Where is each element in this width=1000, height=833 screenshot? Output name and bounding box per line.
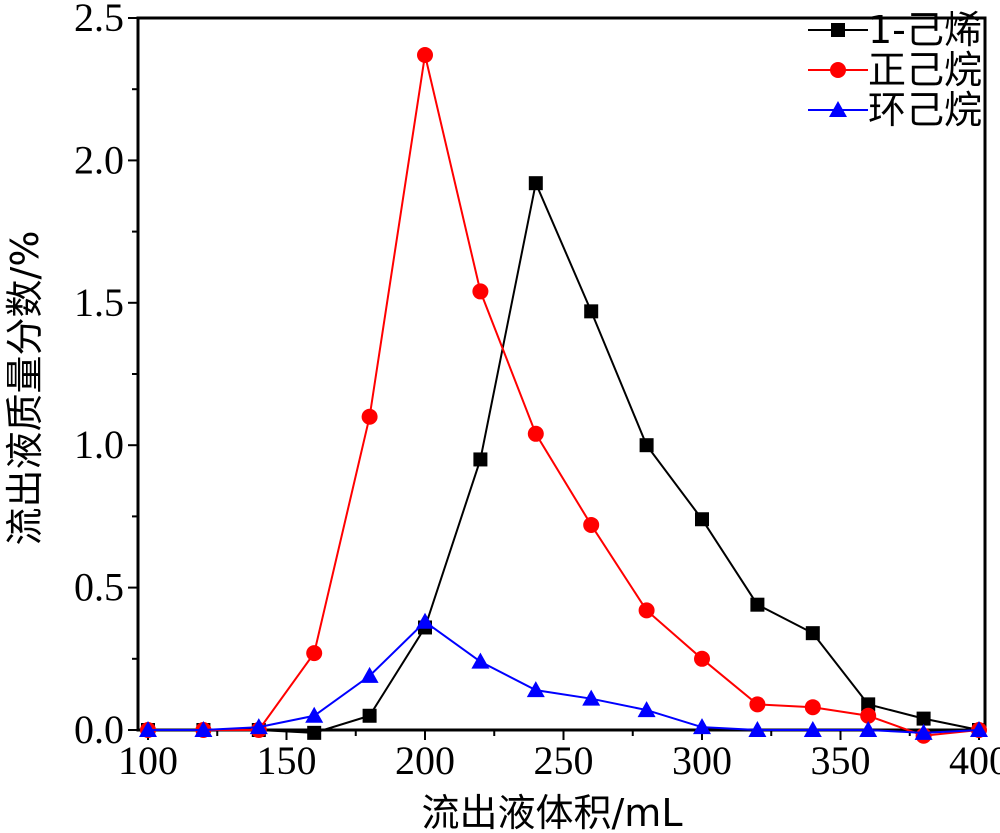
- data-point-square: [695, 512, 709, 527]
- data-point-circle: [583, 516, 600, 533]
- data-point-circle: [638, 602, 655, 619]
- data-point-triangle: [249, 718, 268, 735]
- data-point-triangle: [748, 721, 767, 737]
- data-point-square: [861, 697, 876, 712]
- x-tick-label: 350: [811, 738, 871, 783]
- data-point-triangle: [859, 721, 878, 737]
- data-point-triangle: [693, 718, 711, 735]
- data-point-square: [916, 711, 931, 726]
- x-tick-label: 200: [395, 738, 455, 783]
- data-point-circle: [417, 47, 433, 64]
- y-tick-label: 1.5: [74, 280, 124, 325]
- series-line-square: [148, 179, 980, 734]
- data-point-square: [307, 725, 322, 740]
- y-axis-title: 流出液质量分数/%: [3, 231, 47, 546]
- series-layer: [139, 47, 988, 744]
- series-line-triangle: [148, 620, 980, 734]
- plot-frame: [136, 16, 987, 732]
- data-point-triangle: [139, 721, 157, 737]
- y-tick-label: 1.0: [74, 422, 124, 467]
- x-tick-label: 100: [118, 738, 178, 783]
- data-point-square: [805, 626, 820, 641]
- data-point-triangle: [416, 612, 434, 629]
- data-point-square: [528, 176, 543, 191]
- data-point-square: [584, 304, 599, 319]
- data-point-circle: [306, 645, 323, 662]
- data-point-triangle: [637, 701, 656, 718]
- data-point-circle: [860, 707, 877, 724]
- x-axis-title: 流出液体积/mL: [422, 791, 683, 833]
- legend-marker-square: [831, 23, 845, 37]
- legend-label-circle: 正己烷: [868, 48, 982, 92]
- y-tick-label: 2.5: [74, 0, 124, 40]
- x-tick-label: 300: [672, 738, 732, 783]
- data-point-triangle: [582, 689, 601, 706]
- data-point-square: [362, 708, 377, 723]
- series-line-circle: [148, 54, 980, 737]
- data-point-square: [473, 452, 488, 467]
- data-point-triangle: [194, 721, 213, 737]
- data-point-circle: [472, 283, 489, 300]
- data-point-triangle: [305, 706, 324, 723]
- legend-marker-circle: [830, 62, 846, 78]
- axis-ticks: 100 150 200 250 300 350 400 0.0 0.5 1.0 1.5 2.0 2.5: [74, 0, 1000, 783]
- data-point-square: [639, 438, 654, 453]
- data-point-circle: [749, 696, 766, 713]
- data-point-triangle: [360, 666, 379, 683]
- data-point-triangle: [471, 652, 490, 669]
- series-square: [141, 176, 986, 740]
- data-point-triangle: [803, 721, 822, 737]
- data-point-circle: [527, 425, 544, 442]
- data-point-triangle: [914, 723, 933, 740]
- y-tick-label: 0.5: [74, 565, 124, 610]
- y-tick-label: 2.0: [74, 137, 124, 182]
- series-triangle: [139, 612, 988, 740]
- data-point-circle: [694, 650, 710, 667]
- legend-marker-triangle: [829, 101, 847, 117]
- y-tick-label: 0.0: [74, 707, 124, 752]
- x-tick-label: 150: [257, 738, 317, 783]
- data-point-circle: [361, 408, 378, 425]
- data-point-triangle: [970, 721, 988, 737]
- data-point-circle: [804, 699, 821, 716]
- legend-label-square: 1-己烯: [868, 8, 982, 52]
- x-tick-label: 400: [949, 738, 1000, 783]
- data-point-triangle: [526, 681, 545, 698]
- data-point-square: [750, 597, 765, 612]
- x-tick-label: 250: [534, 738, 594, 783]
- series-circle: [140, 47, 987, 744]
- legend-label-triangle: 环己烷: [868, 88, 982, 132]
